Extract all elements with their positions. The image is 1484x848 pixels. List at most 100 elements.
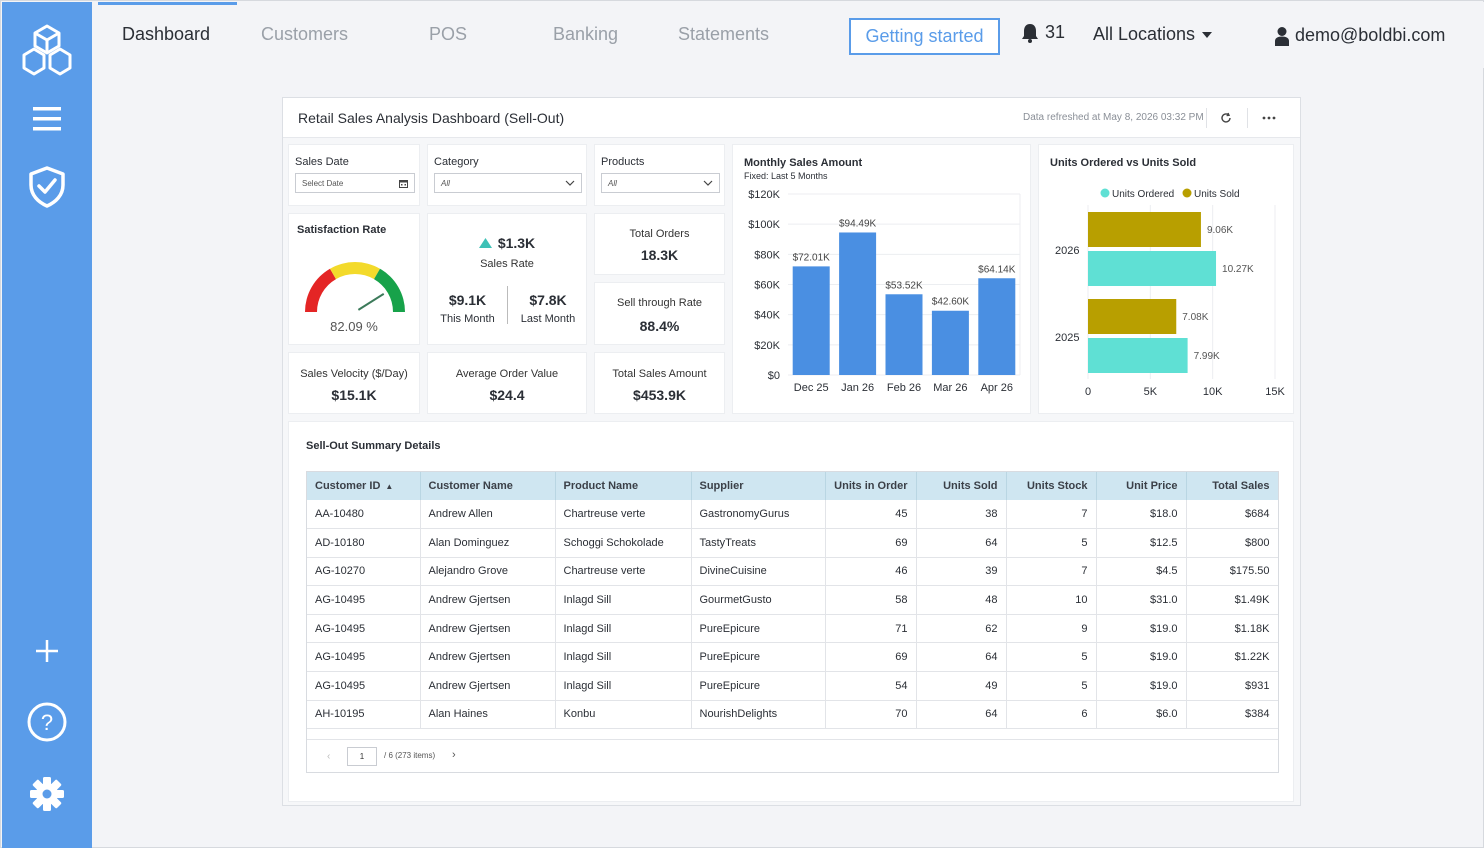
total-sales-value: $453.9K [633,387,686,403]
table-row[interactable]: AG-10495 Andrew Gjertsen Inlagd Sill Gourme… [307,585,1278,615]
bar [1088,299,1177,334]
table-cell: Alan Dominguez [420,528,556,558]
table-row[interactable]: AG-10495 Andrew Gjertsen Inlagd Sill PureEp… [307,614,1278,644]
tab-banking[interactable]: Banking [553,24,619,44]
table-cell: DivineCuisine [691,557,826,587]
total-orders-card: Total Orders 18.3K [594,213,725,275]
sales-date-picker[interactable]: Select Date [295,173,415,193]
tab-statements[interactable]: Statements [678,24,770,44]
table-row[interactable]: AH-10195 Alan Haines Konbu NourishDelights 7… [307,700,1278,730]
svg-text:?: ? [41,710,53,735]
dashboard-header: Retail Sales Analysis Dashboard (Sell-Ou… [283,98,1300,138]
column-header[interactable]: Supplier [691,472,826,500]
y-tick-label: $120K [748,189,780,201]
column-header[interactable]: Units Sold [916,472,1007,500]
page-input[interactable]: 1 [347,747,377,766]
summary-title: Sell-Out Summary Details [306,440,441,452]
page-info: / 6 (273 items) [384,751,436,760]
tab-pos[interactable]: POS [429,24,468,44]
satisfaction-card: Satisfaction Rate 82.09 % [288,213,420,345]
data-label: $94.49K [839,218,877,229]
user-icon [1275,26,1289,46]
table-cell: 10 [1006,585,1097,615]
sales-rate-headline: $1.3K [428,235,586,251]
table-header-row: Customer ID ▲ Customer Name Product Name Sup… [307,472,1278,500]
active-tab-indicator [98,2,237,5]
category-value: All [441,178,450,188]
column-header[interactable]: Customer Name [420,472,556,500]
column-header-label: Supplier [699,480,744,492]
column-header[interactable]: Units Stock [1006,472,1097,500]
table-cell: TastyTreats [691,528,826,558]
table-row[interactable]: AG-10495 Andrew Gjertsen Inlagd Sill PureEp… [307,642,1278,673]
bar [839,232,877,375]
plus-icon[interactable] [2,634,92,668]
cube-logo-icon[interactable] [2,20,92,82]
table-row[interactable]: AD-10180 Alan Dominguez Schoggi Schokolade… [307,528,1278,558]
table-cell: 45 [825,500,917,530]
table-cell: Andrew Gjertsen [420,585,556,615]
table-cell: $19.0 [1096,614,1187,644]
units-chart: Units Ordered Units Sold 0 5K 10K 15K 2026 9.06… [1055,188,1285,398]
units-chart-card: Units Ordered vs Units Sold Units Ordere… [1038,144,1294,414]
table-cell: AG-10495 [307,642,421,673]
legend-swatch [1182,188,1192,198]
table-cell: Inlagd Sill [555,614,692,644]
bar [931,310,969,375]
category-label: Category [434,156,479,168]
table-cell: $684 [1186,500,1278,530]
locations-dropdown[interactable]: All Locations [1093,24,1213,45]
column-header[interactable]: Total Sales [1186,472,1278,500]
table-cell: $1.22K [1186,642,1278,673]
table-row[interactable]: AG-10495 Andrew Gjertsen Inlagd Sill PureEp… [307,671,1278,701]
table-cell: 9 [1006,614,1097,644]
table-cell: Andrew Gjertsen [420,614,556,644]
table-cell: GourmetGusto [691,585,826,615]
table-cell: Andrew Gjertsen [420,671,556,701]
header-divider [1247,108,1248,128]
table-cell: AH-10195 [307,700,421,730]
pager: ‹ 1 / 6 (273 items) › [307,739,1278,772]
table-row[interactable]: AA-10480 Andrew Allen Chartreuse verte Gast… [307,500,1278,530]
column-header[interactable]: Product Name [555,472,692,500]
calendar-icon [399,180,408,188]
table-cell: GastronomyGurus [691,500,826,530]
sales-date-label: Sales Date [295,156,349,168]
x-tick-label: Jan 26 [841,382,874,394]
refresh-icon[interactable] [1215,107,1237,129]
help-icon[interactable]: ? [2,700,92,744]
getting-started-button[interactable]: Getting started [849,18,1000,55]
top-nav: Dashboard Customers POS Banking Statemen… [92,2,1484,68]
legend-swatch [1100,188,1110,198]
table-cell: Alejandro Grove [420,557,556,587]
table-row[interactable]: AG-10270 Alejandro Grove Chartreuse verte D… [307,557,1278,587]
sort-ascending-icon[interactable]: ▲ [385,482,394,491]
menu-icon[interactable] [2,102,92,136]
column-header[interactable]: Unit Price [1096,472,1187,500]
category-dropdown[interactable]: All [434,173,582,193]
data-label: $64.14K [978,264,1016,275]
tab-dashboard[interactable]: Dashboard [122,24,211,44]
notifications-button[interactable]: 31 [1021,22,1065,43]
shield-check-icon[interactable] [2,164,92,210]
table-cell: 46 [825,557,917,587]
bar [1088,212,1201,247]
caret-down-icon [1202,31,1213,38]
total-sales-label: Total Sales Amount [612,368,707,380]
gear-icon[interactable] [2,774,92,814]
tab-customers[interactable]: Customers [261,24,349,44]
user-menu[interactable]: demo@boldbi.com [1275,25,1445,46]
column-header[interactable]: Customer ID ▲ [307,472,421,500]
products-dropdown[interactable]: All [601,173,720,193]
column-header[interactable]: Units in Order [825,472,917,500]
more-options-icon[interactable] [1258,107,1280,129]
next-page-icon[interactable]: › [452,749,456,761]
column-header-label: Units in Order [834,480,908,492]
avg-order-card: Average Order Value $24.4 [427,352,587,414]
prev-page-icon[interactable]: ‹ [327,751,331,762]
sell-through-label: Sell through Rate [617,297,702,309]
table-cell: $1.18K [1186,614,1278,644]
table-cell: PureEpicure [691,642,826,673]
bar [792,266,830,375]
